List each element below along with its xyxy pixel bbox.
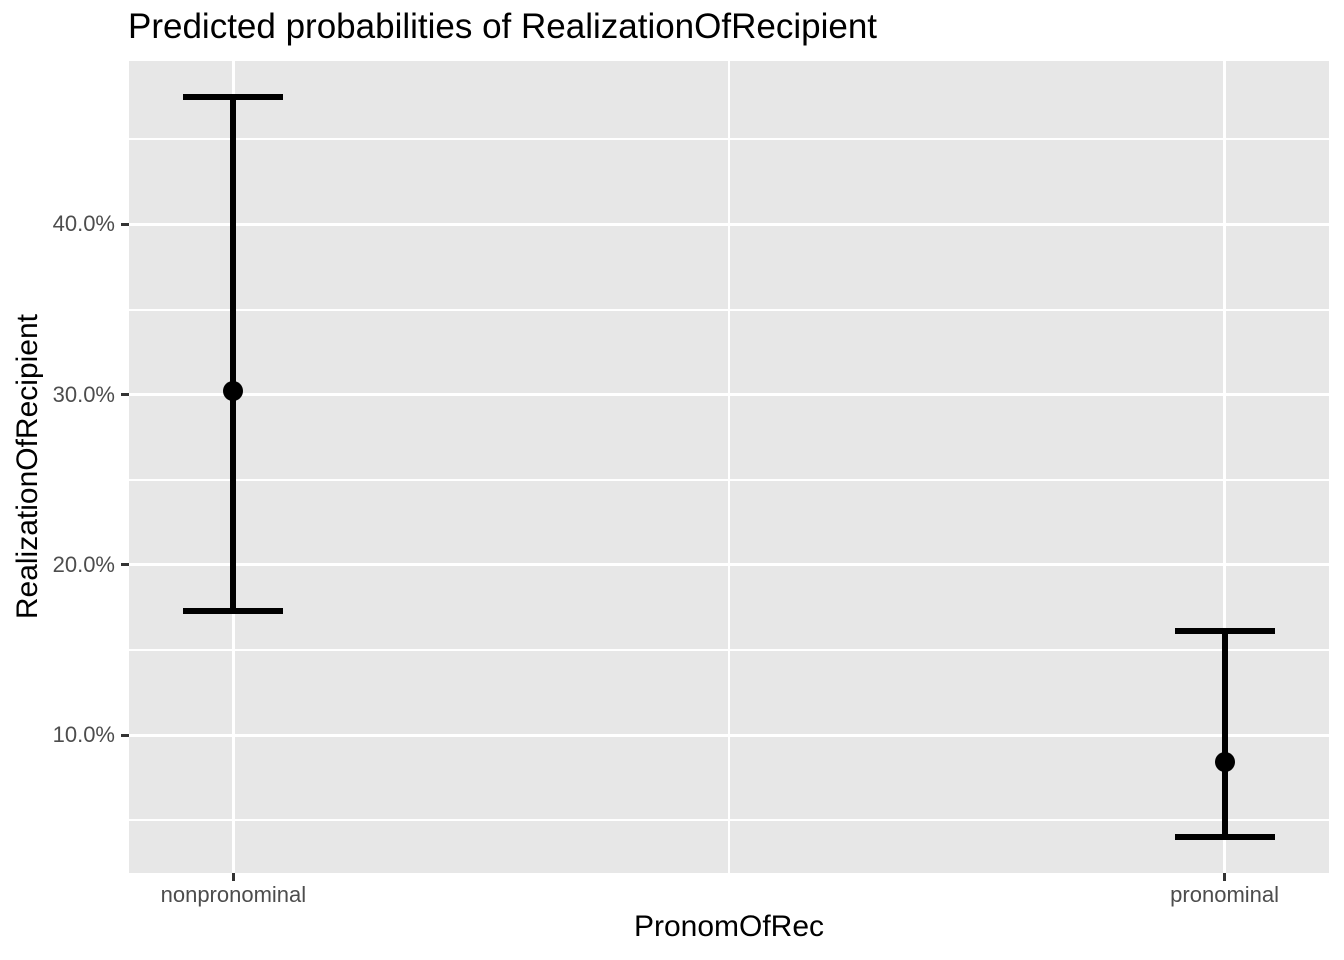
error-bar-cap-top (1174, 628, 1275, 635)
chart-title: Predicted probabilities of RealizationOf… (128, 7, 878, 46)
gridline-major-h (129, 222, 1329, 226)
y-tick-label: 30.0% (52, 381, 115, 407)
gridline-major-v (1223, 61, 1227, 873)
point-marker (223, 381, 244, 402)
gridline-major-h (129, 563, 1329, 567)
y-tick-mark (121, 563, 129, 567)
error-bar-cap-bottom (183, 607, 284, 614)
error-bar-cap-bottom (1174, 834, 1275, 841)
y-tick-mark (121, 393, 129, 397)
x-tick-mark (1223, 873, 1227, 881)
y-tick-label: 10.0% (52, 722, 115, 748)
x-tick-label: pronominal (1170, 882, 1280, 907)
plot-panel (129, 61, 1329, 873)
error-bar-line (230, 96, 237, 611)
x-axis-title: PronomOfRec (633, 910, 825, 943)
point-marker (1214, 752, 1235, 773)
gridline-minor-v (728, 61, 730, 873)
y-tick-label: 40.0% (52, 211, 115, 237)
y-tick-mark (121, 733, 129, 737)
y-tick-mark (121, 222, 129, 226)
x-tick-mark (231, 873, 235, 881)
gridline-major-h (129, 733, 1329, 737)
x-tick-label: nonpronominal (160, 882, 307, 907)
error-bar-line (1221, 631, 1228, 838)
error-bar-cap-top (183, 93, 284, 100)
y-tick-label: 20.0% (52, 551, 115, 577)
gridline-major-h (129, 393, 1329, 397)
y-axis-title: RealizationOfRecipient (8, 61, 48, 873)
